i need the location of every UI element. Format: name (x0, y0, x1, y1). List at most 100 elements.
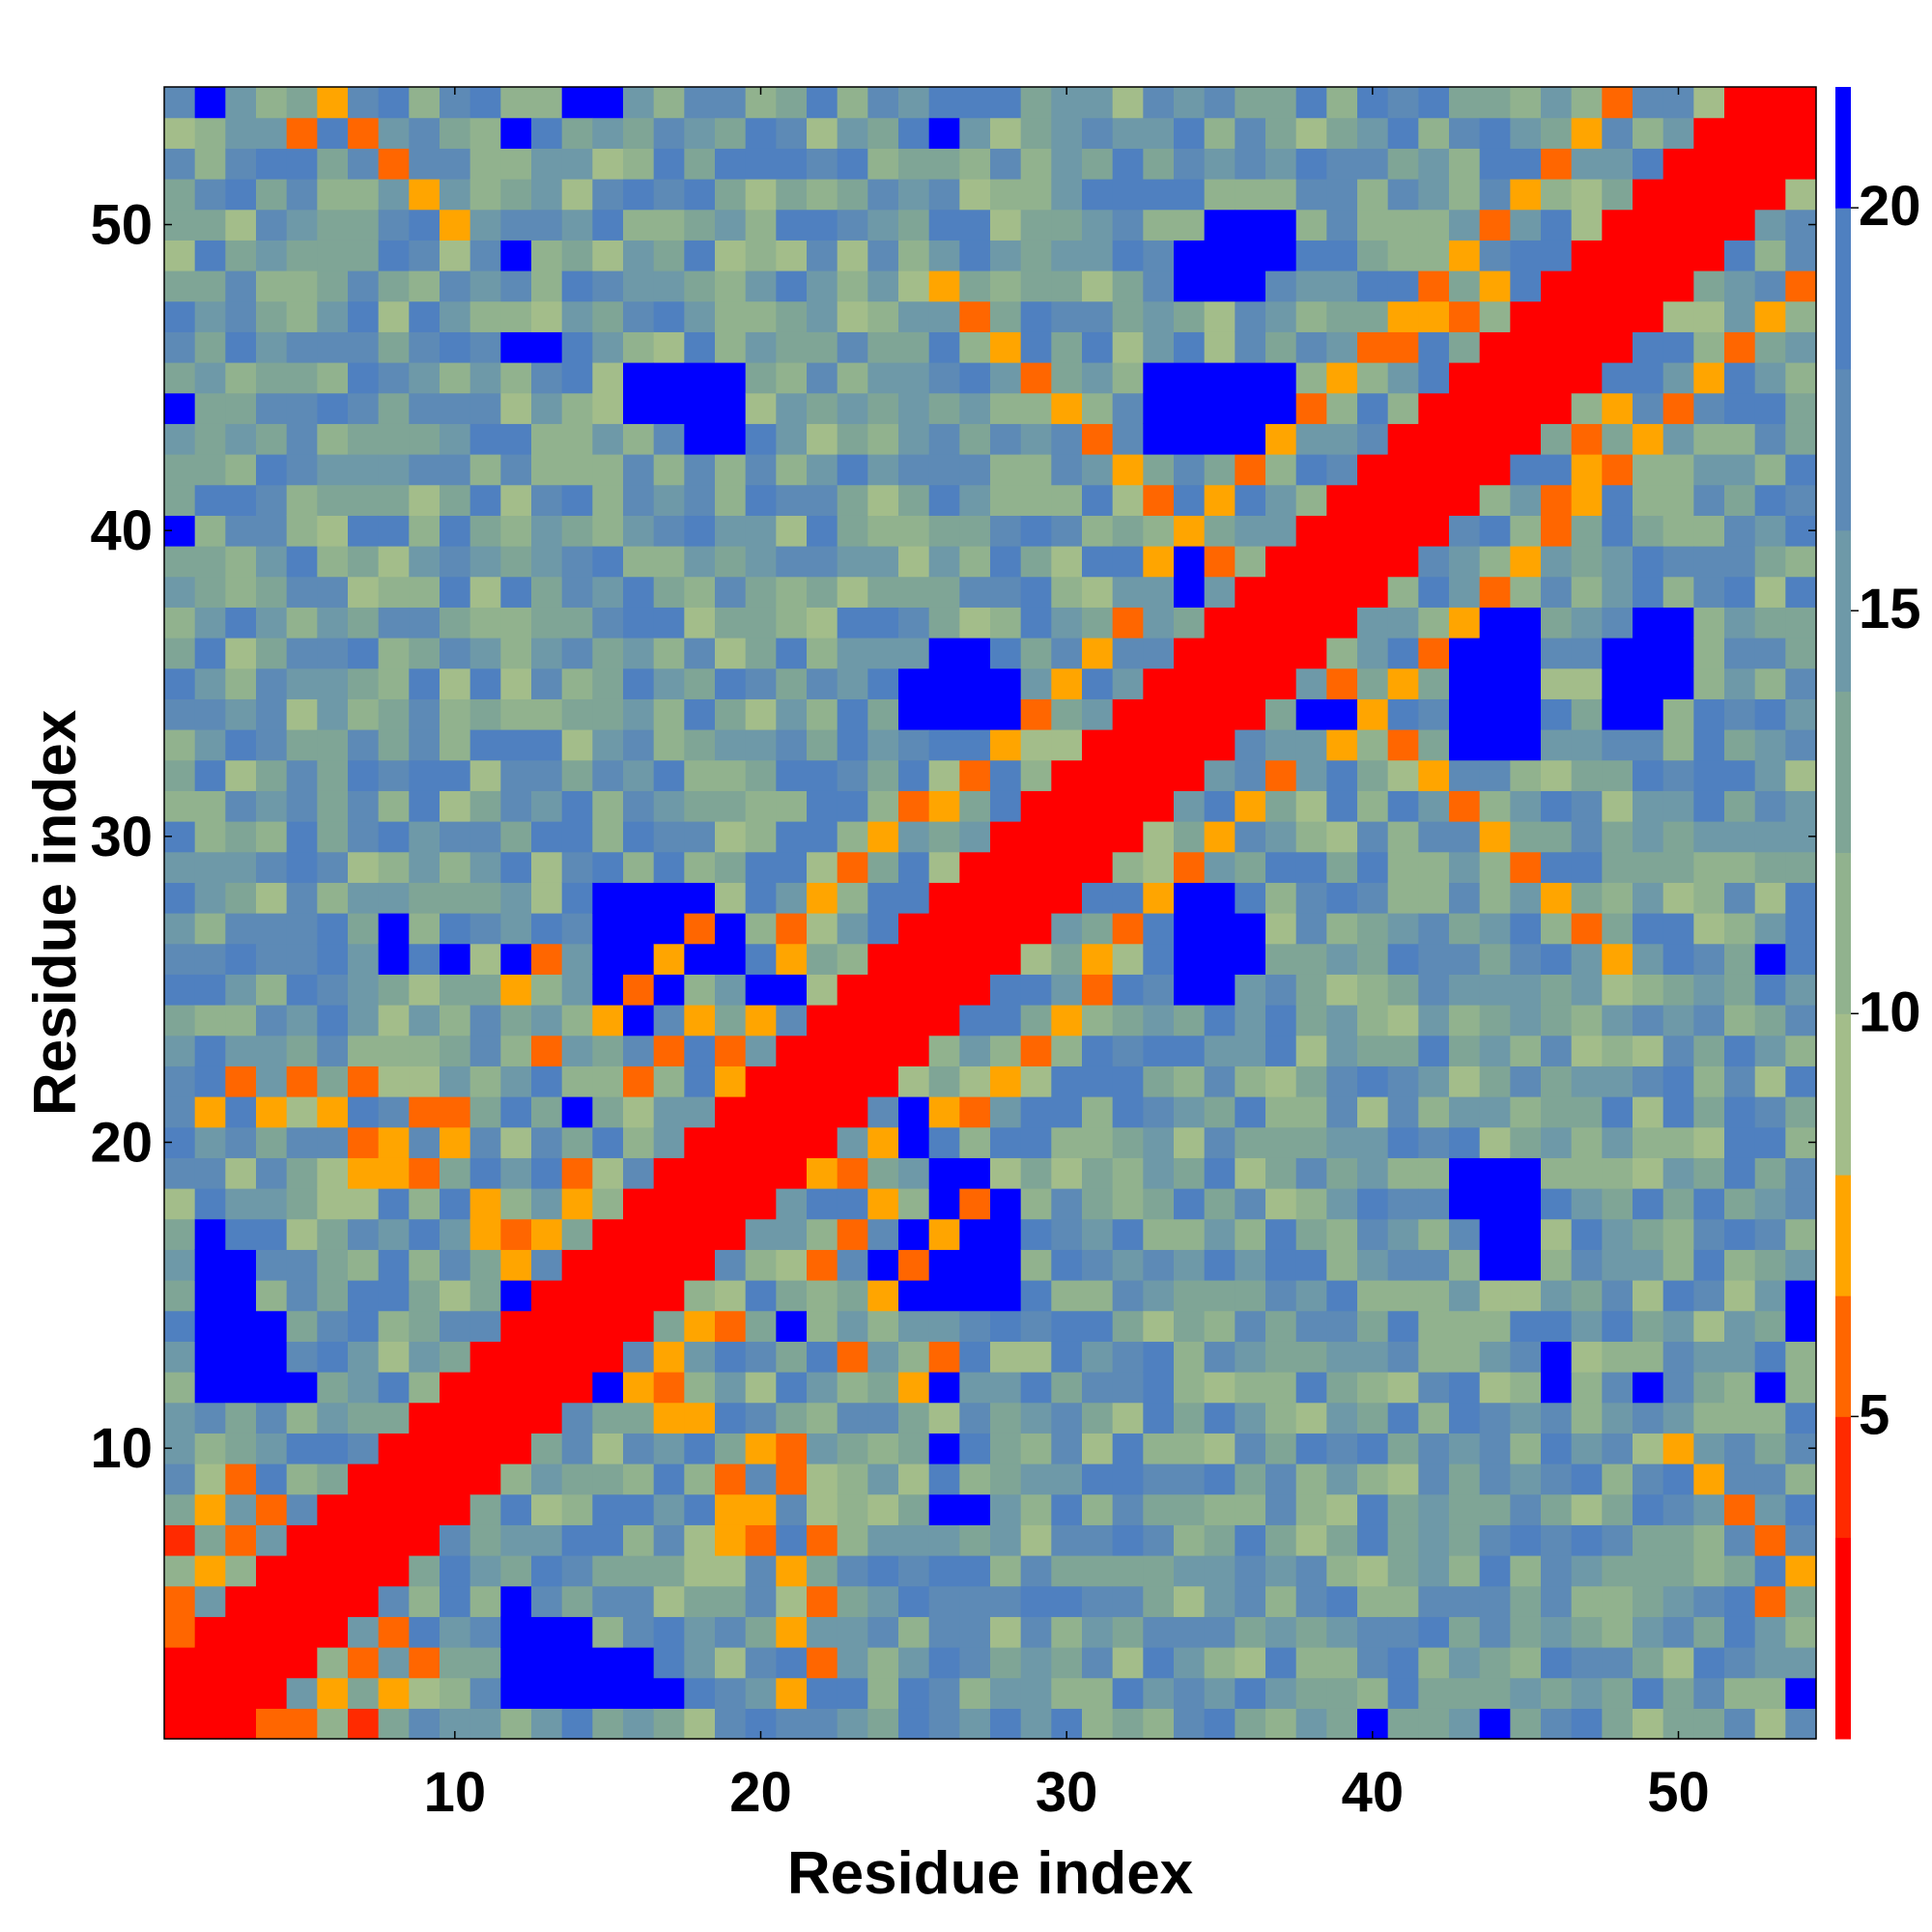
heatmap-cell (1785, 1677, 1817, 1709)
heatmap-cell (378, 913, 410, 945)
heatmap-cell (1143, 607, 1175, 639)
heatmap-cell (1326, 484, 1358, 516)
heatmap-cell (1326, 851, 1358, 883)
heatmap-cell (256, 1005, 288, 1037)
heatmap-cell (745, 1249, 777, 1281)
heatmap-cell (1571, 117, 1603, 149)
heatmap-cell (1387, 1280, 1419, 1312)
heatmap-cell (1479, 1096, 1511, 1128)
heatmap-cell (837, 1310, 868, 1342)
heatmap-cell (1693, 1372, 1725, 1404)
heatmap-cell (1754, 913, 1786, 945)
heatmap-cell (1633, 392, 1664, 424)
heatmap-cell (1662, 362, 1694, 394)
heatmap-cell (194, 882, 226, 914)
heatmap-cell (715, 1157, 747, 1189)
heatmap-cell (1265, 454, 1297, 486)
heatmap-cell (1510, 1218, 1542, 1250)
heatmap-cell (317, 1372, 349, 1404)
heatmap-cell (531, 423, 563, 455)
heatmap-cell (1479, 851, 1511, 883)
heatmap-cell (1204, 790, 1236, 822)
heatmap-cell (286, 1341, 318, 1373)
heatmap-cell (623, 729, 655, 761)
heatmap-cell (807, 1188, 838, 1220)
heatmap-cell (837, 1524, 868, 1556)
heatmap-cell (256, 1402, 288, 1434)
heatmap-cell (592, 240, 624, 271)
heatmap-cell (1754, 851, 1786, 883)
heatmap-cell (592, 1218, 624, 1250)
heatmap-cell (959, 454, 991, 486)
heatmap-cell (1479, 270, 1511, 302)
heatmap-cell (1387, 1616, 1419, 1648)
heatmap-cell (898, 1249, 930, 1281)
heatmap-cell (1326, 943, 1358, 975)
heatmap-cell (1143, 87, 1175, 119)
heatmap-cell (807, 1005, 838, 1037)
heatmap-cell (1633, 515, 1664, 547)
heatmap-cell (1724, 300, 1756, 332)
heatmap-cell (1051, 638, 1083, 669)
heatmap-cell (1418, 943, 1450, 975)
heatmap-cell (1510, 943, 1542, 975)
heatmap-cell (1357, 423, 1389, 455)
heatmap-cell (1479, 179, 1511, 211)
heatmap-cell (1082, 1126, 1114, 1158)
heatmap-cell (592, 1433, 624, 1464)
heatmap-cell (194, 913, 226, 945)
heatmap-cell (684, 1372, 716, 1404)
heatmap-cell (1724, 729, 1756, 761)
heatmap-cell (715, 1555, 747, 1587)
heatmap-cell (928, 1157, 960, 1189)
heatmap-cell (867, 1524, 899, 1556)
heatmap-cell (164, 117, 196, 149)
heatmap-cell (1633, 913, 1664, 945)
heatmap-cell (500, 1708, 532, 1740)
heatmap-cell (469, 209, 501, 241)
heatmap-cell (469, 117, 501, 149)
heatmap-cell (623, 1555, 655, 1587)
heatmap-cell (898, 484, 930, 516)
heatmap-cell (898, 1524, 930, 1556)
heatmap-cell (807, 1310, 838, 1342)
heatmap-cell (1510, 117, 1542, 149)
heatmap-cell (592, 1249, 624, 1281)
heatmap-cell (1754, 1524, 1786, 1556)
heatmap-cell (1662, 1126, 1694, 1158)
heatmap-cell (225, 1218, 257, 1250)
heatmap-cell (469, 1493, 501, 1525)
heatmap-cell (225, 1310, 257, 1342)
heatmap-cell (1387, 1524, 1419, 1556)
heatmap-cell (317, 1035, 349, 1066)
heatmap-cell (1082, 1585, 1114, 1617)
heatmap-cell (623, 148, 655, 180)
heatmap-cell (1112, 729, 1144, 761)
heatmap-cell (1418, 1096, 1450, 1128)
heatmap-cell (1418, 1065, 1450, 1097)
heatmap-cell (1449, 331, 1481, 363)
heatmap-cell (715, 270, 747, 302)
heatmap-cell (1020, 331, 1052, 363)
heatmap-cell (1387, 1005, 1419, 1037)
heatmap-cell (1724, 698, 1756, 730)
heatmap-cell (561, 117, 593, 149)
heatmap-cell (440, 668, 471, 699)
heatmap-cell (807, 1708, 838, 1740)
heatmap-cell (1754, 759, 1786, 791)
heatmap-cell (867, 698, 899, 730)
heatmap-cell (531, 1555, 563, 1587)
heatmap-cell (1357, 1188, 1389, 1220)
heatmap-cell (684, 515, 716, 547)
heatmap-cell (653, 484, 685, 516)
heatmap-cell (531, 270, 563, 302)
heatmap-cell (1235, 1616, 1266, 1648)
heatmap-cell (837, 546, 868, 578)
heatmap-cell (1235, 943, 1266, 975)
heatmap-cell (1357, 1005, 1389, 1037)
heatmap-cell (1724, 607, 1756, 639)
heatmap-cell (990, 331, 1022, 363)
heatmap-cell (1479, 1341, 1511, 1373)
heatmap-cell (1449, 148, 1481, 180)
heatmap-cell (715, 638, 747, 669)
